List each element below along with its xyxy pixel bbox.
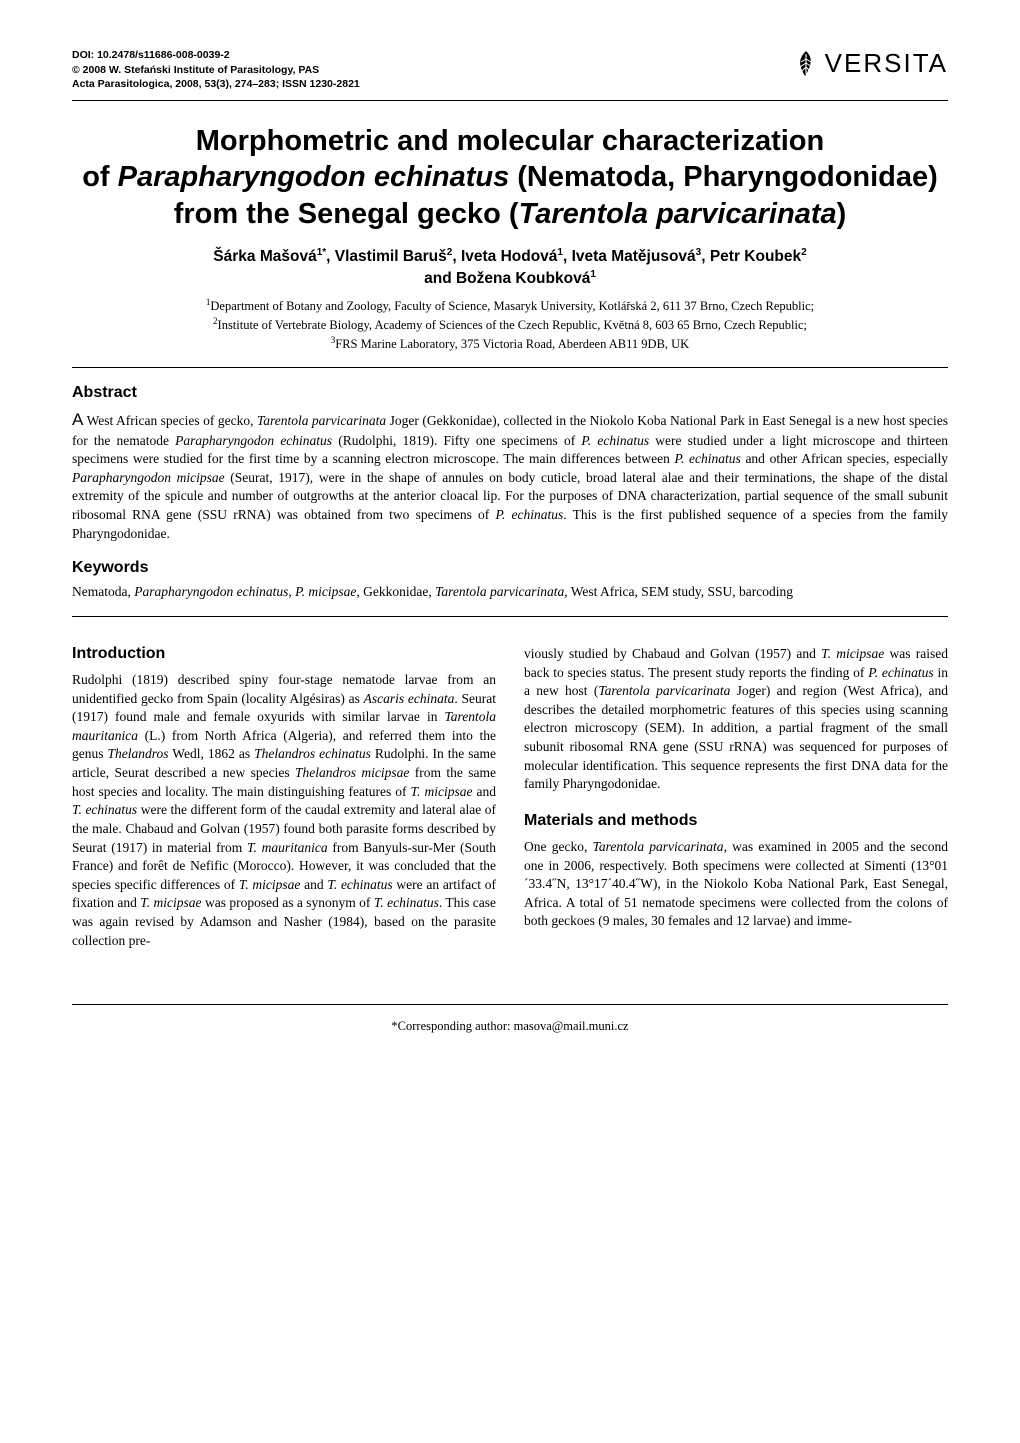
intro-it13: T. micipsae (821, 646, 884, 661)
introduction-heading: Introduction (72, 643, 496, 665)
intro-it9: T. micipsae (239, 877, 301, 892)
versita-leaf-icon (791, 49, 821, 79)
author-sep-2: , Iveta Hodová (452, 248, 557, 265)
intro-t1d: Wedl, 1862 as (169, 746, 255, 761)
abstract-t5: and other African species, especially (741, 451, 948, 466)
page: DOI: 10.2478/s11686-008-0039-2 © 2008 W.… (0, 0, 1020, 1074)
intro-t2a: viously studied by Chabaud and Golvan (1… (524, 646, 821, 661)
rule-footer (72, 1004, 948, 1005)
publisher-logo: VERSITA (791, 48, 948, 79)
intro-it10: T. echinatus (327, 877, 392, 892)
title-line3-c: ) (837, 198, 847, 230)
doi-line: DOI: 10.2478/s11686-008-0039-2 (72, 48, 360, 63)
affil-1: Department of Botany and Zoology, Facult… (210, 299, 814, 313)
title-line3-italic: Tarentola parvicarinata (519, 198, 837, 230)
rule-after-affil (72, 367, 948, 368)
intro-it14: P. echinatus (868, 665, 933, 680)
rule-after-keywords (72, 616, 948, 617)
intro-t1j: and (300, 877, 327, 892)
authors: Šárka Mašová1*, Vlastimil Baruš 2 , Iveta … (72, 246, 948, 290)
copyright-line: © 2008 W. Stefański Institute of Parasit… (72, 63, 360, 78)
author-sep-3: , Iveta Matějusová (563, 248, 696, 265)
kw-it1: Parapharyngodon echinatus (134, 584, 288, 599)
author-1-sup: 1* (317, 247, 326, 258)
two-column-body: Introduction Rudolphi (1819) described s… (72, 627, 948, 950)
kw-it2: P. micipsae (295, 584, 356, 599)
abstract-lead: A (72, 410, 83, 429)
intro-it6: T. micipsae (411, 784, 473, 799)
title-line1: Morphometric and molecular characterizat… (196, 125, 824, 157)
publisher-logo-text: VERSITA (825, 48, 948, 79)
intro-it4: Thelandros echinatus (254, 746, 371, 761)
kw-b3: , Gekkonidae, (356, 584, 435, 599)
header: DOI: 10.2478/s11686-008-0039-2 © 2008 W.… (72, 48, 948, 92)
right-column: viously studied by Chabaud and Golvan (1… (524, 627, 948, 950)
corresponding-author: *Corresponding author: masova@mail.muni.… (72, 1019, 948, 1034)
abstract-it1: Tarentola parvicarinata (257, 413, 386, 428)
author-line2: and Božena Koubková (424, 270, 590, 287)
intro-t1l: was proposed as a synonym of (202, 895, 374, 910)
abstract-t3: (Rudolphi, 1819). Fifty one specimens of (332, 433, 581, 448)
left-column: Introduction Rudolphi (1819) described s… (72, 627, 496, 950)
author-6-sup: 1 (590, 269, 596, 280)
author-sep-1: , Vlastimil Baruš (326, 248, 447, 265)
rule-top (72, 100, 948, 101)
abstract-it5: Parapharyngodon micipsae (72, 470, 225, 485)
intro-t1g: and (472, 784, 496, 799)
kw-b4: , West Africa, SEM study, SSU, barcoding (564, 584, 793, 599)
abstract-it4: P. echinatus (675, 451, 741, 466)
header-meta: DOI: 10.2478/s11686-008-0039-2 © 2008 W.… (72, 48, 360, 92)
affil-3: FRS Marine Laboratory, 375 Victoria Road… (335, 337, 689, 351)
kw-b1: Nematoda, (72, 584, 134, 599)
intro-it8: T. mauritanica (247, 840, 328, 855)
footer: *Corresponding author: masova@mail.muni.… (72, 1004, 948, 1034)
methods-heading: Materials and methods (524, 810, 948, 832)
abstract-heading: Abstract (72, 384, 948, 402)
intro-t2d: Joger) and region (West Africa), and des… (524, 683, 948, 791)
abstract-t1: West African species of gecko, (83, 413, 257, 428)
affiliations: 1Department of Botany and Zoology, Facul… (72, 296, 948, 353)
abstract-it3: P. echinatus (581, 433, 649, 448)
article-title: Morphometric and molecular characterizat… (72, 123, 948, 232)
intro-para-2: viously studied by Chabaud and Golvan (1… (524, 645, 948, 794)
methods-t1a: One gecko, (524, 839, 593, 854)
author-sep-4: , Petr Koubek (701, 248, 801, 265)
keywords-body: Nematoda, Parapharyngodon echinatus, P. … (72, 583, 948, 602)
intro-para-1: Rudolphi (1819) described spiny four-sta… (72, 671, 496, 950)
title-line2-c: (Nematoda, Pharyngodonidae) (509, 161, 938, 193)
intro-it12: T. echinatus (374, 895, 439, 910)
intro-it3: Thelandros (108, 746, 169, 761)
intro-it1: Ascaris echinata (364, 691, 455, 706)
title-line2-a: of (82, 161, 117, 193)
intro-it7: T. echinatus (72, 802, 137, 817)
intro-it11: T. micipsae (140, 895, 201, 910)
abstract-body: A West African species of gecko, Tarento… (72, 408, 948, 543)
methods-para-1: One gecko, Tarentola parvicarinata, was … (524, 838, 948, 931)
journal-line: Acta Parasitologica, 2008, 53(3), 274–28… (72, 77, 360, 92)
abstract-it2: Parapharyngodon echinatus (175, 433, 332, 448)
affil-2: Institute of Vertebrate Biology, Academy… (218, 318, 807, 332)
intro-it15: Tarentola parvicarinata (598, 683, 730, 698)
methods-it1: Tarentola parvicarinata (593, 839, 724, 854)
kw-it3: Tarentola parvicarinata (435, 584, 564, 599)
author-1: Šárka Mašová (213, 248, 316, 265)
title-line3-a: from the Senegal gecko ( (174, 198, 519, 230)
keywords-heading: Keywords (72, 559, 948, 577)
author-5-sup: 2 (801, 247, 807, 258)
title-line2-italic: Parapharyngodon echinatus (118, 161, 510, 193)
abstract-it6: P. echinatus (495, 507, 563, 522)
intro-it5: Thelandros micipsae (295, 765, 409, 780)
